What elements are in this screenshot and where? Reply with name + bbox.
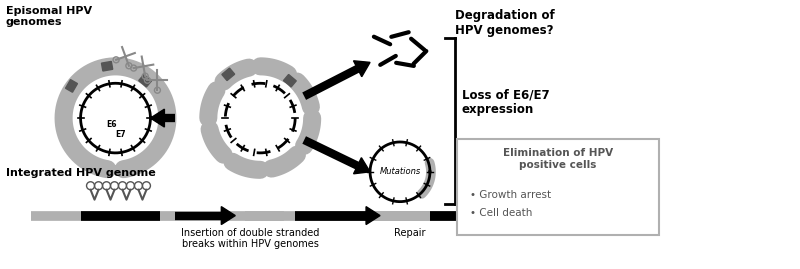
Text: Episomal HPV
genomes: Episomal HPV genomes [6, 6, 92, 27]
Text: • Growth arrest: • Growth arrest [470, 190, 551, 200]
Polygon shape [222, 207, 235, 225]
Text: E6: E6 [106, 119, 117, 129]
Text: E7: E7 [115, 129, 126, 139]
Text: Elimination of HPV
positive cells: Elimination of HPV positive cells [502, 148, 613, 169]
Text: Repair: Repair [394, 228, 426, 238]
Text: Integrated HPV genome: Integrated HPV genome [6, 168, 155, 178]
Text: Insertion of double stranded
breaks within HPV genomes: Insertion of double stranded breaks with… [181, 228, 319, 249]
Text: Mutations: Mutations [379, 167, 421, 176]
Polygon shape [354, 61, 370, 77]
FancyBboxPatch shape [457, 139, 658, 235]
Polygon shape [366, 207, 380, 225]
Polygon shape [354, 158, 370, 174]
Bar [102, 61, 113, 71]
Text: Degradation of
HPV genomes?: Degradation of HPV genomes? [455, 9, 554, 37]
Bar [222, 68, 234, 81]
Bar [66, 80, 78, 92]
Bar [283, 75, 296, 87]
Text: • Cell death: • Cell death [470, 208, 532, 218]
Text: Loss of E6/E7
expression: Loss of E6/E7 expression [462, 88, 550, 116]
Bar [138, 75, 151, 87]
Polygon shape [150, 109, 165, 127]
